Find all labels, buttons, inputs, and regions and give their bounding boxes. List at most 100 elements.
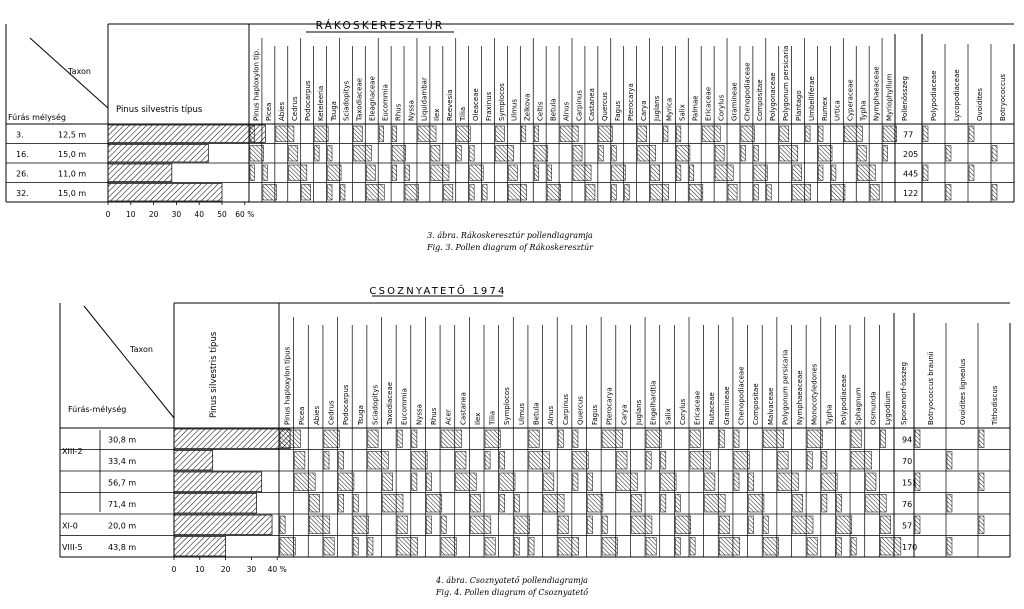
c1-pollen-count: 122: [903, 189, 918, 198]
c1-pinus-silvestris-bar: [107, 183, 223, 202]
c2-taxon-bar: [323, 451, 330, 470]
c2-taxon-bar: [484, 537, 496, 556]
c2-extra-taxon-bar: [914, 515, 921, 534]
c2-taxon-label: Ulmus: [518, 403, 526, 425]
c1-taxon-bar: [353, 145, 372, 162]
c2-taxon-label: Nyssa: [415, 404, 423, 425]
c1-sample-id: 16.: [16, 150, 29, 159]
c1-x-tick-label: 60 %: [235, 210, 254, 219]
c1-taxon-label: Urtica: [834, 100, 842, 121]
c2-pinus-silvestris-bar: [173, 450, 214, 471]
c1-extra-taxon-label: Lycopodiaceae: [953, 69, 961, 121]
c2-taxon-bar: [352, 537, 359, 556]
c2-taxon-bar: [792, 494, 803, 513]
c2-taxon-bar: [631, 494, 642, 513]
c1-taxon-bar: [249, 125, 255, 142]
c2-x-tick-label: 30: [247, 565, 257, 574]
c1-taxon-bar: [611, 184, 617, 201]
c1-taxon-bar: [366, 184, 385, 201]
c2-extra-taxon-bar: [946, 451, 953, 470]
c1-taxon-bar: [714, 164, 734, 181]
c2-taxon-bar: [675, 494, 681, 513]
c1-taxon-bar: [301, 184, 311, 201]
c1-taxon-bar: [275, 125, 295, 142]
c2-taxon-bar: [601, 429, 623, 448]
c1-taxon-bar: [882, 125, 897, 142]
c2-taxon-label: Alnus: [547, 405, 555, 425]
c1-taxon-label: Quercus: [601, 92, 609, 121]
c2-taxon-bar: [352, 494, 359, 513]
c2-taxon-bar: [821, 494, 828, 513]
c2-pinus-silvestris-bar: [173, 471, 263, 492]
c2-taxon-bar: [645, 429, 662, 448]
c2-taxon-bar: [704, 472, 716, 491]
c1-taxon-bar: [559, 125, 579, 142]
c1-taxon-bar: [701, 125, 721, 142]
c1-taxon-bar: [456, 145, 462, 162]
c2-taxon-label: Cedrus: [327, 400, 335, 425]
c2-taxon-label: Carpinus: [562, 394, 570, 425]
c2-extra-taxon-label: Tithodiscus: [991, 385, 999, 426]
c2-taxon-label: Abies: [313, 406, 321, 425]
c2-taxon-bar: [748, 472, 754, 491]
c1-extra-taxon-label: Botryococcus: [999, 74, 1007, 121]
c2-taxon-label: Picea: [298, 407, 306, 425]
c1-extra-taxon-bar: [922, 125, 929, 142]
c2-sample-depth: 56,7 m: [108, 479, 136, 488]
c2-taxon-bar: [880, 429, 886, 448]
c2-taxon-bar: [557, 515, 569, 534]
c2-taxon-bar: [821, 472, 838, 491]
c1-extra-taxon-bar: [968, 125, 975, 142]
c2-extra-taxon-bar: [946, 494, 953, 513]
c1-x-tick-label: 50: [217, 210, 227, 219]
c2-taxon-label: Pterocarya: [606, 387, 614, 425]
c1-taxon-bar: [753, 184, 759, 201]
c1-taxon-label: Polygonum persicaria: [782, 46, 790, 121]
c1-taxon-bar: [288, 164, 308, 181]
c1-taxon-bar: [869, 184, 880, 201]
c1-taxon-bar: [805, 125, 811, 142]
c1-x-tick-label: 10: [126, 210, 136, 219]
c1-taxon-label: Salix: [679, 104, 687, 121]
c1-taxon-bar: [314, 145, 320, 162]
c1-taxon-label: Fraxinus: [485, 91, 493, 121]
c2-taxon-bar: [557, 429, 564, 448]
c1-taxon-bar: [404, 184, 419, 201]
c1-taxon-bar: [417, 125, 437, 142]
c1-taxon-label: Myriophyllum: [885, 73, 893, 121]
c2-taxon-bar: [411, 472, 418, 491]
c1-taxon-label: Sciadopitys: [343, 80, 351, 121]
c2-taxon-label: Ilex: [474, 413, 482, 425]
c2-taxon-bar: [411, 429, 418, 448]
c1-count-header: Pollenösszeg: [901, 76, 909, 121]
c2-taxon-label: Tsuga: [357, 405, 365, 426]
c1-taxon-bar: [508, 164, 518, 181]
c2-borehole-group: XI-0: [62, 522, 78, 531]
c2-pollen-count: 57: [902, 522, 912, 531]
c2-taxon-bar: [338, 494, 344, 513]
c2-taxon-bar: [733, 472, 740, 491]
c1-taxon-label: Nymphaeaceae: [872, 66, 880, 121]
c2-taxon-bar: [323, 429, 340, 448]
c1-taxon-label: Palmae: [692, 95, 700, 121]
c1-taxon-label: Cyperaceae: [847, 79, 855, 121]
c1-taxon-label: Keteleeria: [317, 86, 325, 121]
c1-taxon-label: Betula: [549, 98, 557, 121]
c1-taxon-bar: [391, 145, 406, 162]
c2-taxon-label: Corylus: [679, 398, 687, 425]
c2-taxon-label: Sciadopitys: [371, 384, 379, 425]
c1-taxon-label: Celtis: [537, 101, 545, 121]
c1-taxon-bar: [779, 145, 799, 162]
c1-taxon-bar: [533, 145, 549, 162]
c2-taxon-bar: [396, 537, 418, 556]
c1-taxon-bar: [792, 164, 802, 181]
c1-taxon-bar: [508, 184, 527, 201]
c1-taxon-bar: [882, 145, 888, 162]
c1-pollen-count: 445: [903, 169, 918, 178]
c2-taxon-bar: [382, 494, 404, 513]
c2-taxon-bar: [587, 472, 593, 491]
c1-taxon-bar: [482, 184, 488, 201]
c1-taxon-bar: [572, 145, 583, 162]
c1-taxon-label: Plantago: [795, 90, 803, 121]
